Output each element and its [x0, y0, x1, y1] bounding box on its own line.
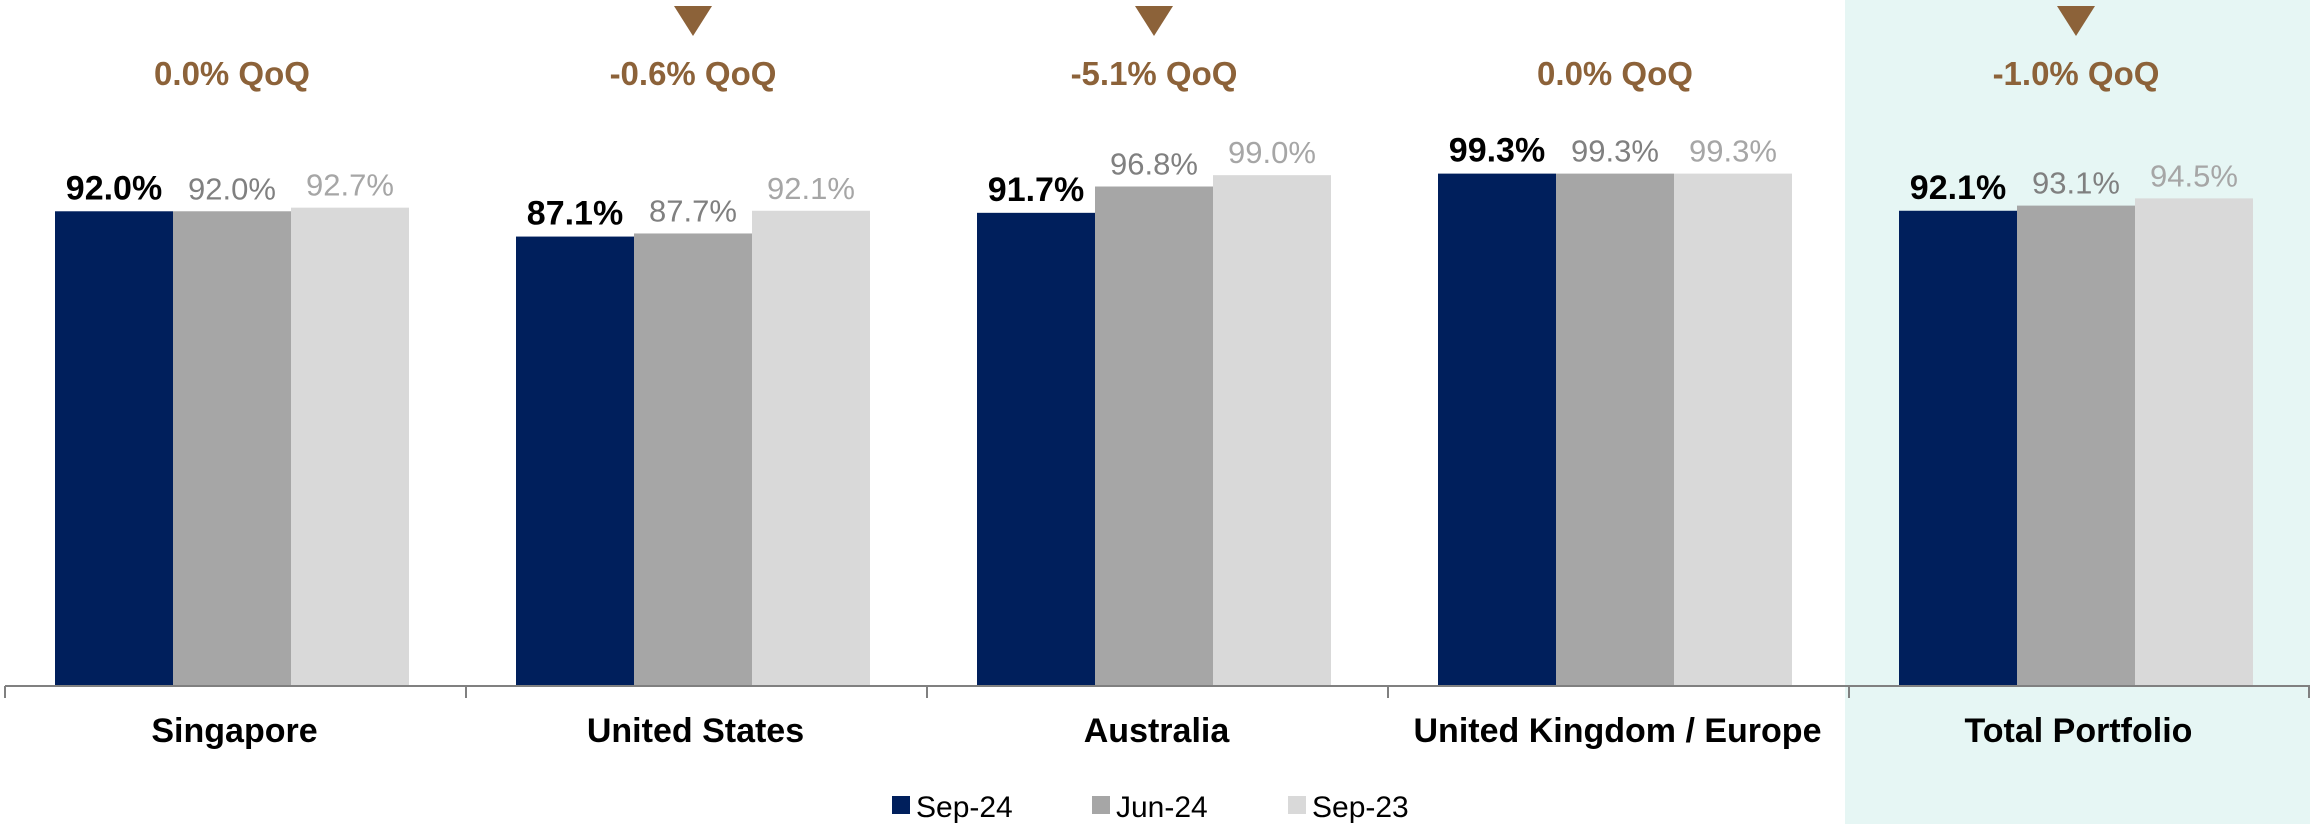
legend-swatch-sep-24	[892, 796, 910, 814]
value-label-jun-24-1: 87.7%	[649, 193, 737, 228]
qoq-label-3: 0.0% QoQ	[1537, 55, 1693, 92]
legend-swatch-jun-24	[1092, 796, 1110, 814]
value-label-sep-23-3: 99.3%	[1689, 134, 1777, 169]
legend-label-sep-24: Sep-24	[916, 791, 1013, 824]
category-label-3: United Kingdom / Europe	[1414, 712, 1822, 750]
bar-sep-23-4	[2135, 198, 2253, 686]
category-label-2: Australia	[1084, 712, 1231, 750]
bar-sep-24-0	[55, 211, 173, 686]
value-label-sep-23-4: 94.5%	[2150, 158, 2238, 193]
legend-label-jun-24: Jun-24	[1116, 791, 1208, 824]
qoq-label-1: -0.6% QoQ	[610, 55, 777, 92]
qoq-down-arrow-icon-4	[2057, 6, 2095, 36]
bar-sep-24-2	[977, 212, 1095, 686]
value-label-sep-24-1: 87.1%	[527, 195, 623, 233]
qoq-label-4: -1.0% QoQ	[1993, 55, 2160, 92]
qoq-label-0: 0.0% QoQ	[154, 55, 310, 92]
value-label-sep-24-0: 92.0%	[66, 169, 162, 207]
bar-jun-24-0	[173, 211, 291, 686]
bar-sep-24-1	[516, 236, 634, 686]
bar-sep-24-4	[1899, 210, 2017, 686]
bar-jun-24-3	[1556, 173, 1674, 686]
bar-jun-24-2	[1095, 186, 1213, 686]
value-label-jun-24-0: 92.0%	[188, 171, 276, 206]
category-label-1: United States	[587, 712, 804, 750]
bar-sep-23-2	[1213, 175, 1331, 686]
qoq-label-2: -5.1% QoQ	[1071, 55, 1238, 92]
category-label-0: Singapore	[151, 712, 317, 750]
value-label-sep-24-4: 92.1%	[1910, 169, 2006, 207]
legend-label-sep-23: Sep-23	[1312, 791, 1409, 824]
value-label-sep-24-2: 91.7%	[988, 171, 1084, 209]
value-label-jun-24-2: 96.8%	[1110, 147, 1198, 182]
value-label-sep-24-3: 99.3%	[1449, 132, 1545, 170]
value-label-sep-23-0: 92.7%	[306, 168, 394, 203]
value-label-sep-23-2: 99.0%	[1228, 135, 1316, 170]
qoq-down-arrow-icon-1	[674, 6, 712, 36]
value-label-jun-24-3: 99.3%	[1571, 134, 1659, 169]
category-label-4: Total Portfolio	[1965, 712, 2193, 750]
bar-jun-24-4	[2017, 205, 2135, 686]
bar-sep-23-0	[291, 207, 409, 686]
bar-sep-23-3	[1674, 173, 1792, 686]
value-label-jun-24-4: 93.1%	[2032, 166, 2120, 201]
value-label-sep-23-1: 92.1%	[767, 171, 855, 206]
bar-sep-24-3	[1438, 173, 1556, 686]
bar-sep-23-1	[752, 210, 870, 686]
bar-jun-24-1	[634, 233, 752, 686]
legend-swatch-sep-23	[1288, 796, 1306, 814]
qoq-down-arrow-icon-2	[1135, 6, 1173, 36]
